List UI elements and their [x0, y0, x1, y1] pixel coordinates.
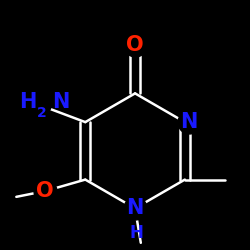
- Text: N: N: [180, 112, 198, 132]
- Text: N: N: [52, 92, 70, 112]
- Text: N: N: [126, 198, 144, 218]
- Text: H: H: [130, 224, 143, 242]
- Text: O: O: [126, 34, 144, 54]
- Text: O: O: [36, 181, 54, 201]
- Text: H: H: [19, 92, 36, 112]
- Text: 2: 2: [36, 106, 46, 120]
